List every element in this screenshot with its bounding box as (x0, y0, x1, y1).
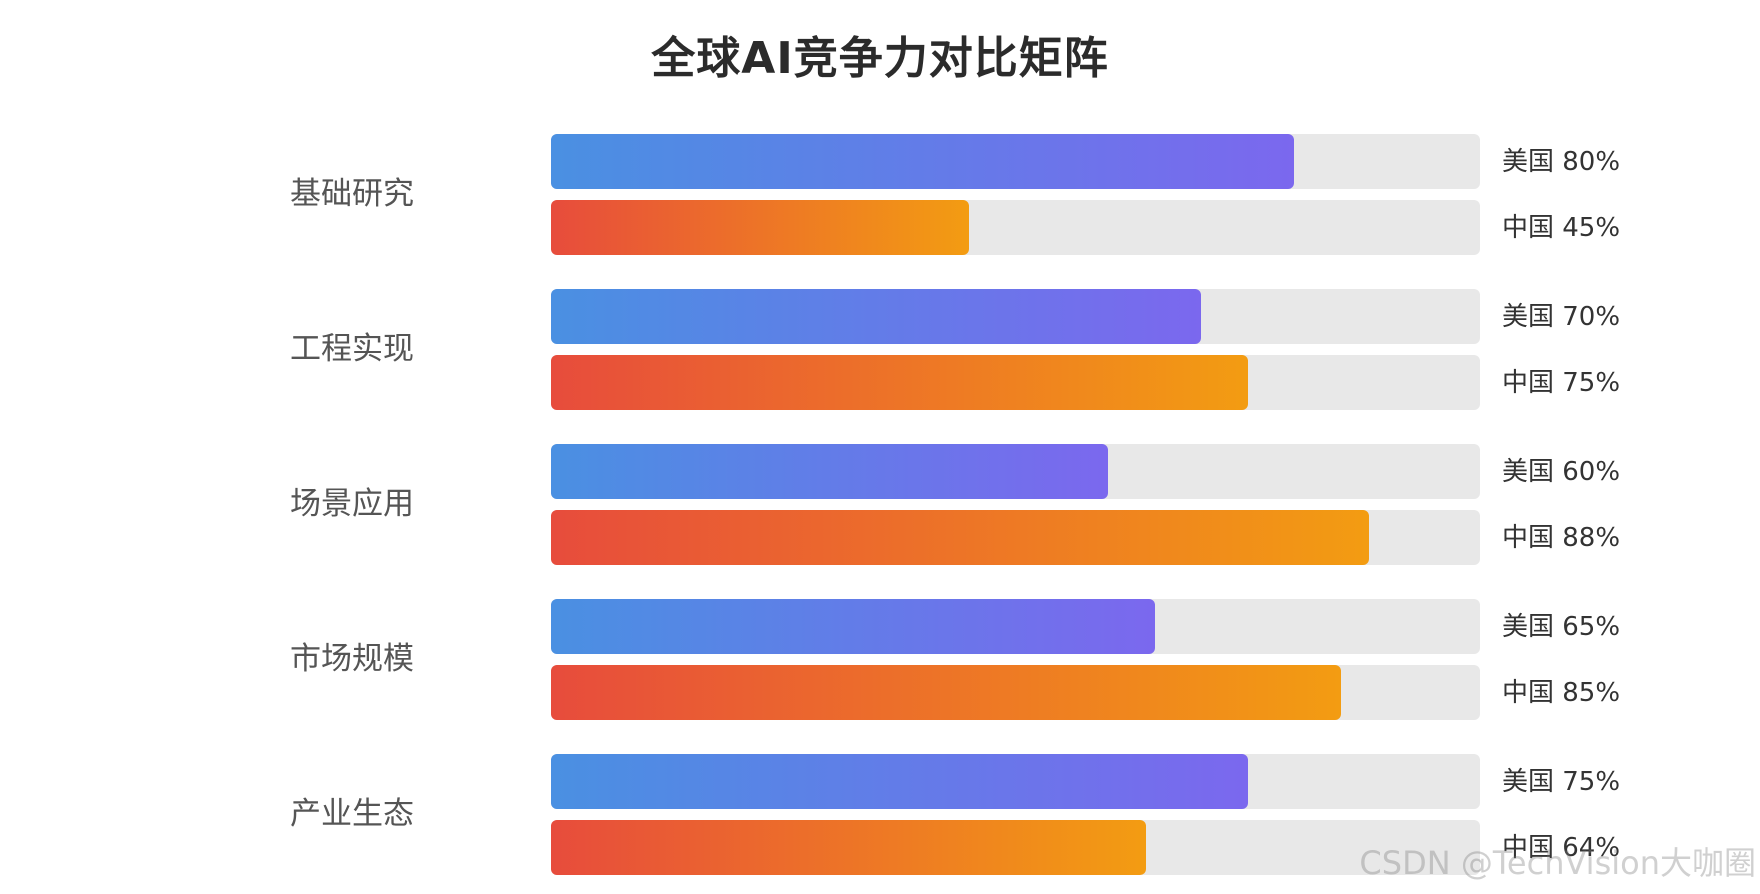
bar-us (551, 134, 1295, 189)
value-label: 美国 75% (1502, 766, 1621, 797)
category-label: 工程实现 (290, 330, 414, 367)
bar-cn (551, 820, 1146, 875)
value-label: 中国 88% (1502, 522, 1621, 553)
bar-cn (551, 665, 1341, 720)
category-label: 市场规模 (290, 640, 414, 677)
chart-title: 全球AI竞争力对比矩阵 (651, 33, 1109, 84)
bar-us (551, 754, 1248, 809)
bar-us (551, 444, 1109, 499)
category-label: 场景应用 (290, 485, 414, 522)
bar-us (551, 289, 1202, 344)
value-label: 美国 80% (1502, 146, 1621, 177)
watermark: CSDN @TechVision大咖圈 (1359, 844, 1756, 882)
value-label: 中国 85% (1502, 677, 1621, 708)
value-label: 中国 64% (1502, 832, 1621, 863)
value-label: 美国 65% (1502, 611, 1621, 642)
category-label: 基础研究 (290, 175, 414, 212)
value-label: 美国 70% (1502, 301, 1621, 332)
bar-cn (551, 355, 1248, 410)
bar-cn (551, 200, 970, 255)
bar-cn (551, 510, 1369, 565)
value-label: 美国 60% (1502, 456, 1621, 487)
category-label: 产业生态 (290, 795, 414, 832)
value-label: 中国 45% (1502, 212, 1621, 243)
bar-us (551, 599, 1155, 654)
value-label: 中国 75% (1502, 367, 1621, 398)
